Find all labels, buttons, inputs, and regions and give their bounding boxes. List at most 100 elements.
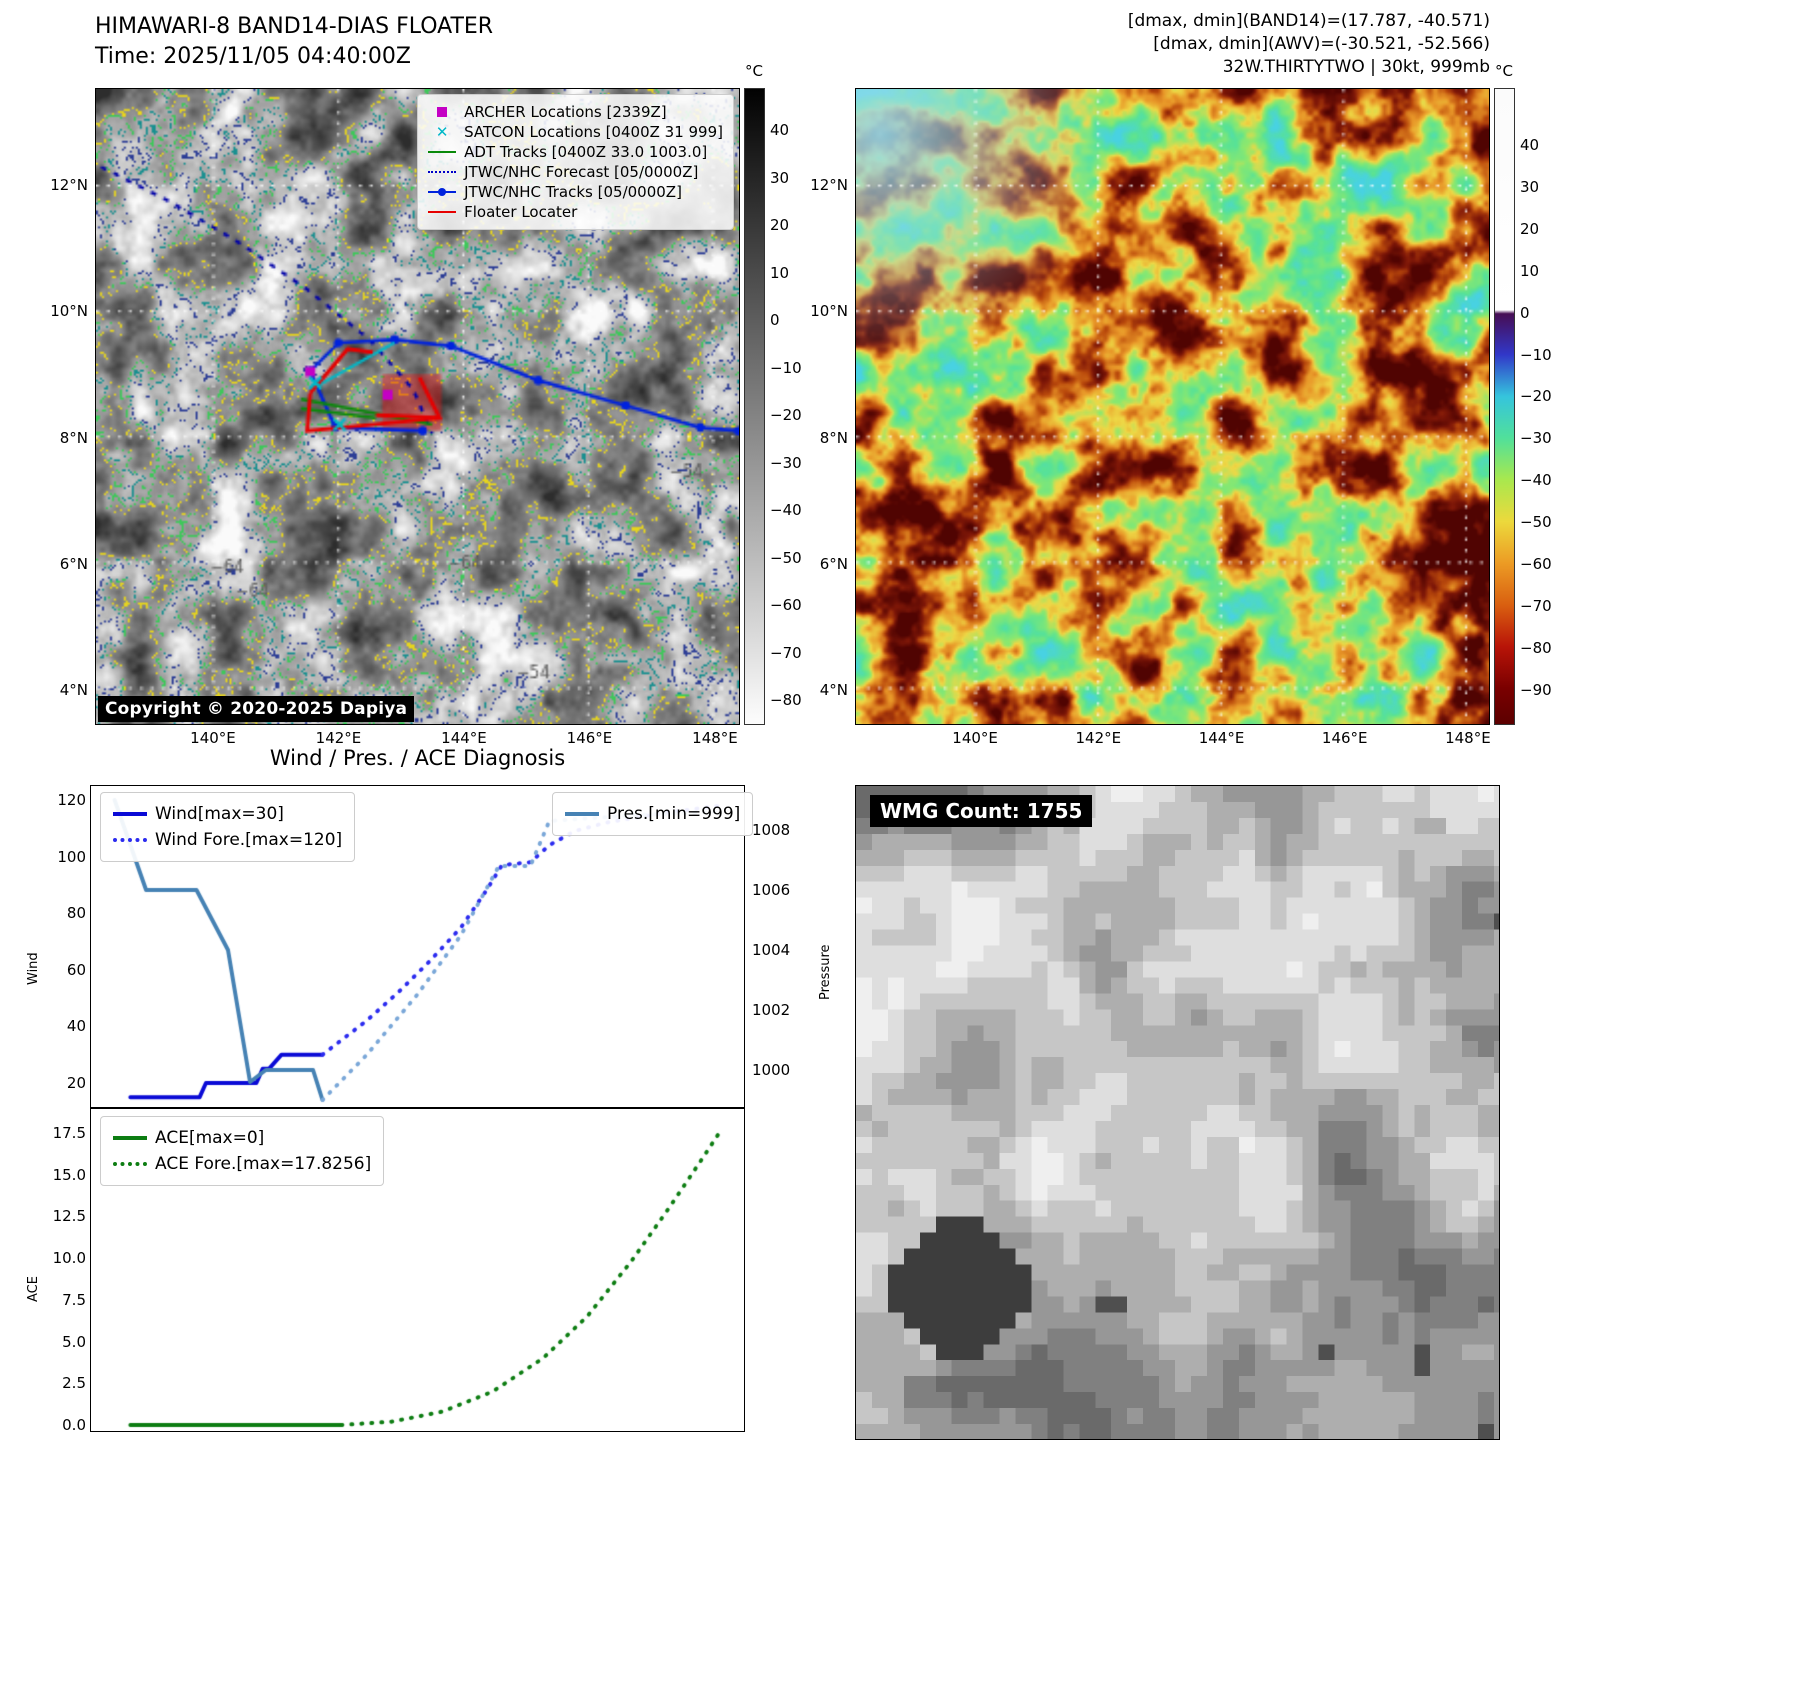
tick-label: 17.5 xyxy=(52,1124,86,1142)
ace-axis-label: ACE xyxy=(26,1276,41,1302)
legend-label: Wind[max=30] xyxy=(155,804,284,824)
awv-lat-axis: 12°N 10°N 8°N 6°N 4°N xyxy=(794,88,848,725)
header-line-awv: [dmax, dmin](AWV)=(-30.521, -52.566) xyxy=(1153,34,1490,54)
line-marker xyxy=(428,211,457,213)
legend-label: SATCON Locations [0400Z 31 999] xyxy=(464,123,723,141)
legend-item: Pres.[min=999] xyxy=(565,801,740,827)
colorbar-tick-label: 40 xyxy=(1520,136,1540,154)
colorbar-tick-label: 20 xyxy=(1520,219,1540,238)
solid-marker xyxy=(113,1136,147,1140)
tick-label: 0.0 xyxy=(62,1416,86,1434)
legend-item: ACE Fore.[max=17.8256] xyxy=(113,1151,371,1177)
colorbar-tick-label: 20 xyxy=(770,216,790,234)
tick-label: 148°E xyxy=(1445,729,1491,747)
tick-label: 1006 xyxy=(752,881,791,899)
tick-label: 142°E xyxy=(1075,729,1122,747)
tick-label: 1002 xyxy=(752,1001,791,1019)
copyright-label: Copyright © 2020-2025 Dapiya xyxy=(98,696,415,722)
legend-label: Wind Fore.[max=120] xyxy=(155,830,343,850)
colorbar-tick-label: −60 xyxy=(770,596,802,614)
legend-label: Floater Locater xyxy=(464,203,578,221)
legend-label: ACE Fore.[max=17.8256] xyxy=(155,1154,372,1174)
band14-time: Time: 2025/11/05 04:40:00Z xyxy=(95,44,411,69)
ace-legend: ACE[max=0] ACE Fore.[max=17.8256] xyxy=(100,1116,385,1186)
legend-label: ARCHER Locations [2339Z] xyxy=(464,103,667,121)
legend-label: JTWC/NHC Forecast [05/0000Z] xyxy=(464,163,699,181)
tick-label: 5.0 xyxy=(62,1332,86,1351)
x-marker: ✕ xyxy=(435,122,449,141)
band14-colorbar-unit: °C xyxy=(745,62,763,80)
colorbar-tick-label: −40 xyxy=(770,501,802,519)
legend-item: Wind Fore.[max=120] xyxy=(113,827,342,853)
pressure-y-axis: 1008 1006 1004 1002 1000 xyxy=(752,785,798,1108)
colorbar-tick-label: −80 xyxy=(770,691,802,709)
wmg-pixel-image xyxy=(856,786,1499,1439)
tick-label: 120 xyxy=(57,791,86,809)
tick-label: 15.0 xyxy=(52,1165,86,1184)
tick-label: 10°N xyxy=(810,302,848,321)
awv-satellite-map xyxy=(855,88,1490,725)
tick-label: 2.5 xyxy=(62,1374,86,1393)
legend-label: ADT Tracks [0400Z 33.0 1003.0] xyxy=(464,143,708,161)
wind-y-axis: 120 100 80 60 40 20 xyxy=(36,785,86,1108)
tick-label: 80 xyxy=(66,904,86,923)
colorbar-tick-label: 40 xyxy=(770,121,790,139)
band14-colorbar xyxy=(744,88,765,725)
header-line-storm: 32W.THIRTYTWO | 30kt, 999mb xyxy=(1222,57,1490,77)
colorbar-tick-label: −30 xyxy=(770,453,802,472)
tick-label: 6°N xyxy=(59,554,88,573)
line-marker xyxy=(428,151,457,153)
map-legend: ARCHER Locations [2339Z] ✕ SATCON Location… xyxy=(417,94,734,230)
tick-label: 10.0 xyxy=(52,1249,86,1268)
colorbar-tick-label: −20 xyxy=(1520,387,1552,406)
colorbar-tick-label: −70 xyxy=(1520,596,1552,615)
band14-lon-axis: 140°E 142°E 144°E 146°E 148°E xyxy=(95,729,740,749)
tick-label: 12°N xyxy=(810,176,848,195)
dotted-marker xyxy=(428,171,457,173)
tick-label: 1004 xyxy=(752,941,791,959)
diagnosis-title: Wind / Pres. / ACE Diagnosis xyxy=(269,746,566,770)
colorbar-tick-label: 0 xyxy=(770,311,780,329)
band14-title: HIMAWARI-8 BAND14-DIAS FLOATER xyxy=(95,14,494,39)
colorbar-tick-label: −80 xyxy=(1520,638,1552,657)
track-dot-marker xyxy=(438,188,447,196)
tick-label: 60 xyxy=(66,960,86,979)
colorbar-tick-label: 0 xyxy=(1520,303,1530,322)
colorbar-tick-label: 30 xyxy=(770,168,790,187)
tick-label: 40 xyxy=(66,1017,86,1036)
wind-legend: Wind[max=30] Wind Fore.[max=120] xyxy=(100,792,356,862)
colorbar-tick-label: −90 xyxy=(1520,680,1552,699)
wmg-map: WMG Count: 1755 xyxy=(855,785,1500,1440)
legend-label: Pres.[min=999] xyxy=(607,804,741,824)
pressure-legend: Pres.[min=999] xyxy=(552,792,754,836)
awv-colorbar-unit: °C xyxy=(1495,62,1513,80)
tick-label: 1000 xyxy=(752,1061,791,1079)
header-line-band14: [dmax, dmin](BAND14)=(17.787, -40.571) xyxy=(1127,11,1490,31)
tick-label: 12.5 xyxy=(52,1207,86,1226)
colorbar-tick-label: −40 xyxy=(1520,471,1552,490)
tick-label: 146°E xyxy=(566,729,613,747)
tick-label: 144°E xyxy=(1198,729,1245,747)
legend-item: Wind[max=30] xyxy=(113,801,342,827)
colorbar-tick-label: 10 xyxy=(1520,261,1540,280)
tick-label: 142°E xyxy=(315,729,362,747)
tick-label: 4°N xyxy=(59,680,88,699)
colorbar-tick-label: −30 xyxy=(1520,429,1552,448)
colorbar-tick-label: −20 xyxy=(770,406,802,424)
pressure-axis-label: Pressure xyxy=(818,944,833,1000)
band14-lat-axis: 12°N 10°N 8°N 6°N 4°N xyxy=(34,88,88,725)
tick-label: 100 xyxy=(57,847,86,866)
awv-satellite-image xyxy=(856,89,1489,724)
colorbar-tick-label: −60 xyxy=(1520,555,1552,573)
solid-marker xyxy=(565,812,599,816)
square-marker xyxy=(437,107,448,117)
legend-item: ACE[max=0] xyxy=(113,1125,371,1151)
dotted-marker xyxy=(113,838,147,842)
tick-label: 140°E xyxy=(190,729,236,747)
tick-label: 6°N xyxy=(819,554,848,573)
colorbar-tick-label: −70 xyxy=(770,643,802,662)
legend-item: Floater Locater xyxy=(428,202,723,222)
legend-item: JTWC/NHC Tracks [05/0000Z] xyxy=(428,182,723,202)
tick-label: 7.5 xyxy=(62,1290,86,1309)
